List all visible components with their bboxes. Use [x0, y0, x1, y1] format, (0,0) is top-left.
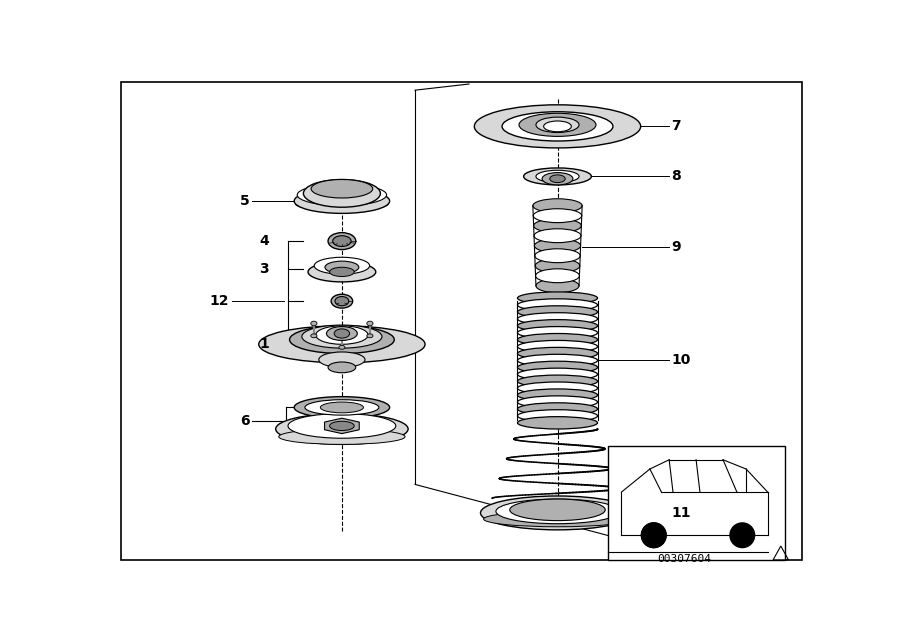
Ellipse shape [518, 326, 598, 339]
Ellipse shape [296, 198, 388, 211]
Ellipse shape [311, 179, 373, 198]
Ellipse shape [519, 113, 596, 136]
Ellipse shape [294, 397, 390, 418]
Ellipse shape [297, 184, 387, 205]
Text: 12: 12 [209, 294, 229, 308]
Ellipse shape [533, 198, 582, 212]
Ellipse shape [325, 261, 359, 273]
Ellipse shape [524, 168, 591, 185]
Ellipse shape [367, 334, 373, 338]
Ellipse shape [367, 321, 373, 326]
Ellipse shape [481, 496, 634, 530]
Ellipse shape [331, 294, 353, 308]
Ellipse shape [316, 326, 368, 344]
Ellipse shape [550, 175, 565, 183]
Polygon shape [325, 418, 359, 434]
Text: 5: 5 [239, 194, 249, 208]
Ellipse shape [518, 299, 598, 311]
Ellipse shape [535, 249, 581, 263]
Text: 00307604: 00307604 [658, 554, 712, 564]
Ellipse shape [303, 179, 381, 207]
Ellipse shape [518, 320, 598, 332]
Ellipse shape [518, 361, 598, 373]
Text: 11: 11 [671, 506, 691, 520]
Ellipse shape [535, 238, 581, 252]
Ellipse shape [518, 410, 598, 422]
Ellipse shape [536, 170, 579, 183]
Ellipse shape [275, 413, 408, 445]
Ellipse shape [518, 417, 598, 429]
Ellipse shape [518, 333, 598, 346]
Ellipse shape [518, 396, 598, 408]
Ellipse shape [320, 402, 364, 413]
Ellipse shape [518, 403, 598, 415]
Ellipse shape [509, 499, 605, 521]
Ellipse shape [518, 382, 598, 394]
Ellipse shape [305, 399, 379, 415]
Ellipse shape [319, 352, 365, 368]
Ellipse shape [536, 259, 580, 273]
Ellipse shape [258, 326, 425, 363]
Ellipse shape [338, 345, 345, 349]
Ellipse shape [310, 334, 317, 338]
Circle shape [642, 523, 666, 548]
Ellipse shape [483, 511, 632, 527]
Ellipse shape [290, 326, 394, 354]
Ellipse shape [308, 262, 376, 282]
Text: 3: 3 [259, 262, 269, 276]
Ellipse shape [302, 325, 382, 348]
Ellipse shape [534, 219, 581, 233]
Ellipse shape [518, 306, 598, 318]
Text: 6: 6 [240, 414, 249, 428]
Ellipse shape [335, 296, 349, 306]
Ellipse shape [502, 112, 613, 141]
Bar [608, 446, 785, 560]
Ellipse shape [333, 236, 351, 247]
Ellipse shape [533, 209, 581, 223]
Text: 8: 8 [671, 169, 681, 183]
Ellipse shape [536, 117, 579, 132]
Ellipse shape [518, 313, 598, 325]
Text: 4: 4 [259, 234, 269, 248]
Ellipse shape [314, 258, 370, 274]
Ellipse shape [288, 413, 396, 438]
Ellipse shape [518, 292, 598, 304]
Ellipse shape [518, 340, 598, 353]
Ellipse shape [474, 105, 641, 148]
Text: 1: 1 [259, 337, 269, 351]
Ellipse shape [518, 368, 598, 380]
Ellipse shape [536, 279, 579, 293]
Ellipse shape [518, 347, 598, 360]
Text: 7: 7 [671, 120, 681, 134]
Ellipse shape [334, 329, 349, 338]
Ellipse shape [338, 333, 345, 337]
Ellipse shape [279, 429, 405, 445]
Ellipse shape [328, 233, 356, 249]
Text: 9: 9 [671, 240, 681, 254]
Ellipse shape [329, 267, 355, 277]
Ellipse shape [542, 172, 573, 185]
Ellipse shape [518, 389, 598, 401]
Ellipse shape [328, 362, 356, 373]
Ellipse shape [481, 119, 634, 140]
Ellipse shape [329, 421, 355, 431]
Text: 10: 10 [671, 353, 691, 367]
Ellipse shape [327, 326, 357, 340]
Ellipse shape [496, 499, 619, 523]
Ellipse shape [544, 121, 572, 132]
Ellipse shape [536, 269, 580, 282]
Ellipse shape [534, 229, 581, 243]
Ellipse shape [518, 354, 598, 366]
Circle shape [730, 523, 754, 548]
Ellipse shape [518, 375, 598, 387]
Ellipse shape [294, 189, 390, 214]
Circle shape [642, 523, 666, 548]
Ellipse shape [310, 321, 317, 326]
